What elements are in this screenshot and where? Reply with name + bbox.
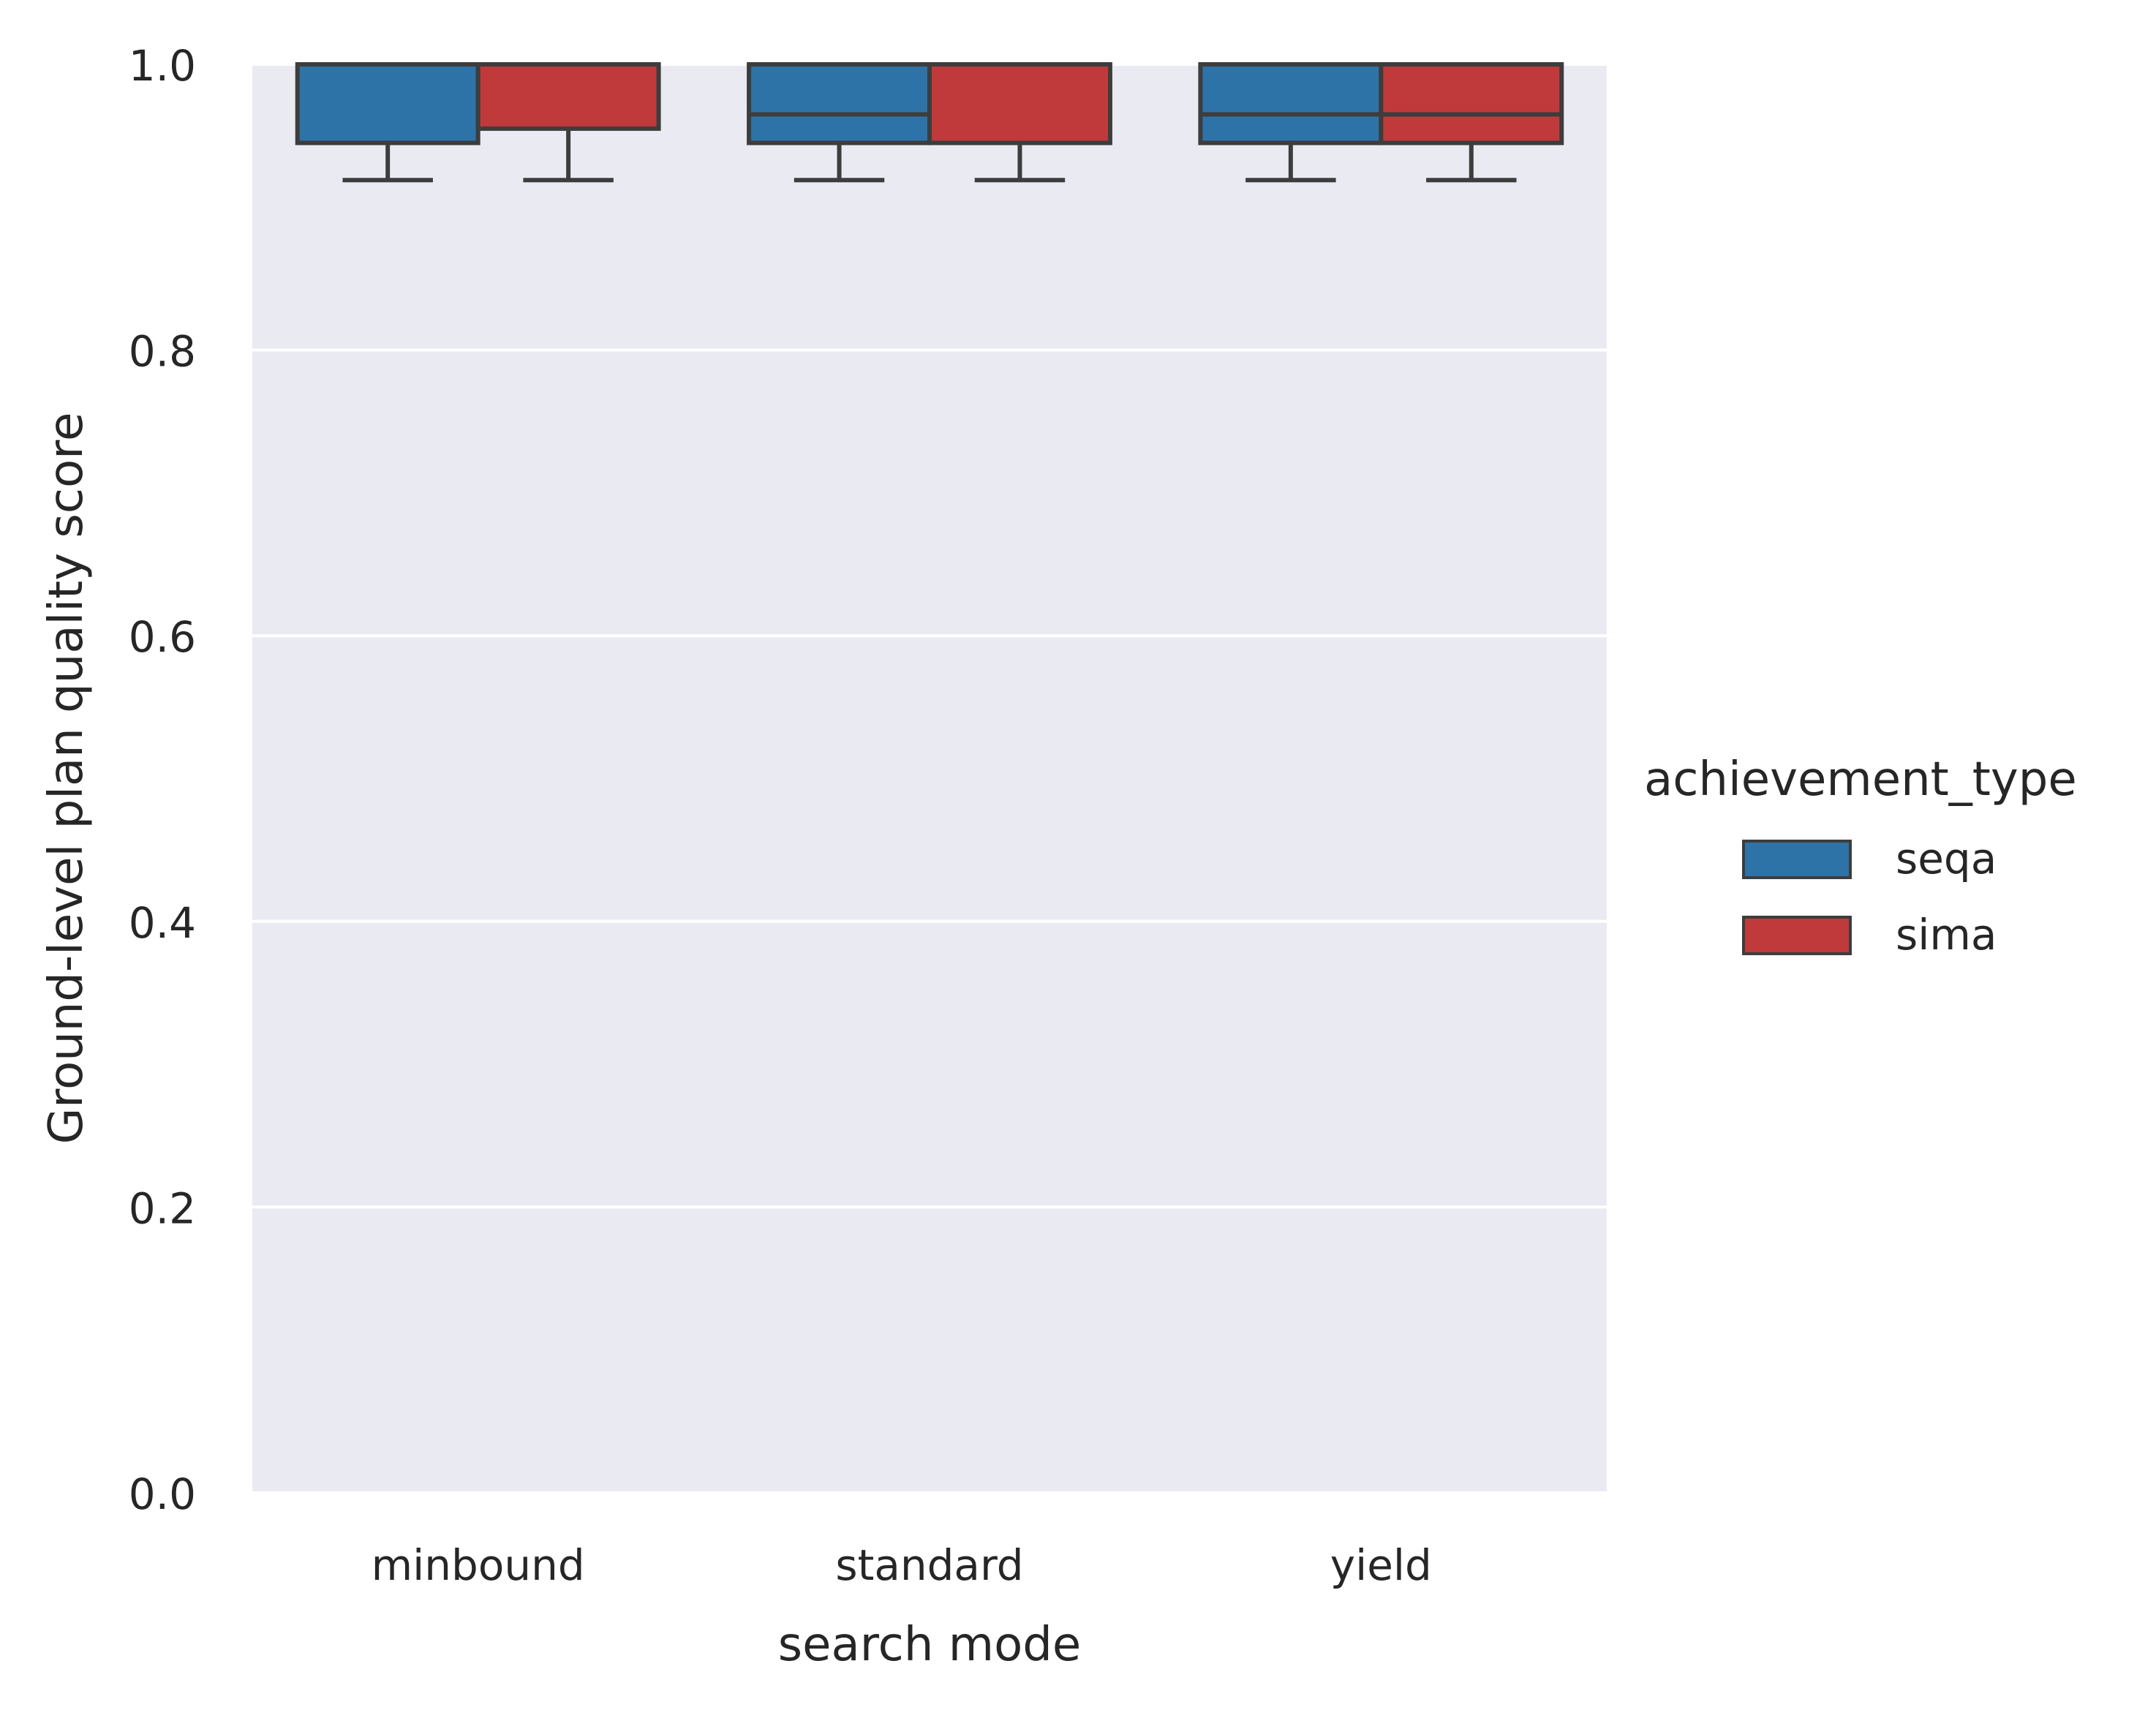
legend-label-seqa: seqa <box>1896 834 1997 884</box>
legend-swatch-seqa <box>1742 840 1852 879</box>
box-plots <box>295 62 1564 183</box>
box-seqa-standard <box>747 62 932 183</box>
y-tick-label: 1.0 <box>129 41 196 91</box>
box-body <box>927 62 1112 146</box>
box-body <box>1379 62 1564 146</box>
box-sima-standard <box>927 62 1112 183</box>
y-tick-label: 0.4 <box>129 898 196 948</box>
plot-area <box>252 64 1607 1493</box>
x-axis-label: search mode <box>778 1618 1081 1672</box>
legend-title: achievement_type <box>1644 753 2077 807</box>
y-tick-labels: 0.0 0.2 0.4 0.6 0.8 1.0 <box>129 41 196 1519</box>
x-tick-label: standard <box>835 1540 1023 1590</box>
legend-swatch-sima <box>1742 916 1852 955</box>
x-tick-labels: minbound standard yield <box>372 1540 1432 1590</box>
box-sima-minbound <box>475 62 661 183</box>
box-body <box>747 62 932 146</box>
box-body <box>295 62 480 146</box>
legend: achievement_type seqa sima <box>1644 753 2077 960</box>
y-tick-label: 0.8 <box>129 327 196 377</box>
x-tick-label: yield <box>1330 1540 1432 1590</box>
box-body <box>1198 62 1384 146</box>
legend-label-sima: sima <box>1896 910 1997 960</box>
y-tick-label: 0.0 <box>129 1469 196 1519</box>
y-tick-label: 0.2 <box>129 1183 196 1233</box>
y-axis-label: Ground-level plan quality score <box>39 413 94 1145</box>
box-sima-yield <box>1379 62 1564 183</box>
box-seqa-minbound <box>295 62 480 183</box>
y-tick-label: 0.6 <box>129 612 196 662</box>
box-body <box>475 62 661 131</box>
x-tick-label: minbound <box>372 1540 585 1590</box>
